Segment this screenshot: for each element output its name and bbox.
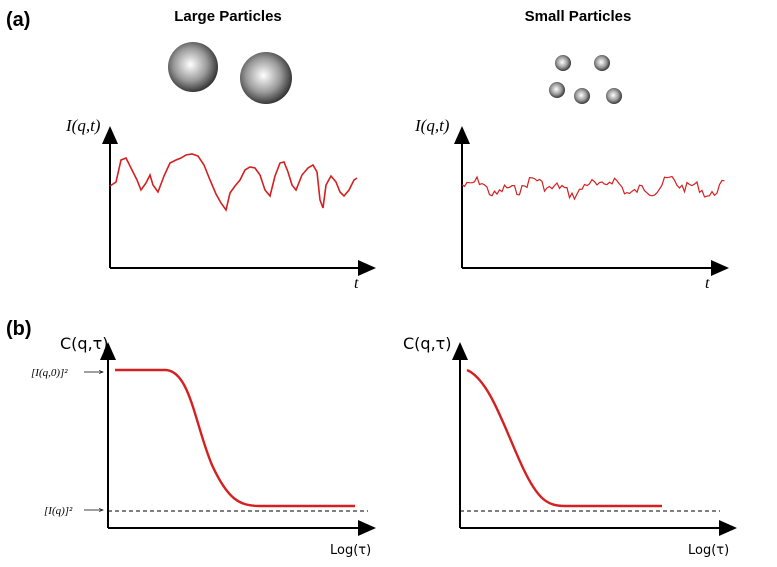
x-axis-label: t — [354, 275, 359, 292]
x-axis-label: Log(τ) — [688, 543, 729, 558]
panel-title: Large Particles — [174, 8, 282, 25]
large-particle — [240, 52, 292, 104]
y-mark-label: [I(q,0)]² — [31, 367, 68, 379]
large-particle — [168, 42, 218, 92]
panel-title: Small Particles — [525, 8, 632, 25]
y-axis-label: I(q,t) — [65, 116, 101, 135]
correlation-curve — [466, 368, 662, 508]
correlation-curve — [115, 368, 355, 508]
y-axis-label: I(q,t) — [414, 116, 450, 135]
y-axis-label: C(q,τ) — [60, 334, 109, 353]
panel-label: (b) — [6, 318, 32, 340]
y-mark-label: [I(q)]² — [44, 505, 73, 517]
intensity-trace — [109, 153, 358, 212]
x-axis-label: Log(τ) — [330, 543, 371, 558]
x-axis-label: t — [705, 275, 710, 292]
small-particles — [549, 55, 622, 104]
panel-label: (a) — [6, 9, 30, 31]
y-axis-label: C(q,τ) — [403, 334, 452, 353]
intensity-trace — [461, 175, 725, 201]
